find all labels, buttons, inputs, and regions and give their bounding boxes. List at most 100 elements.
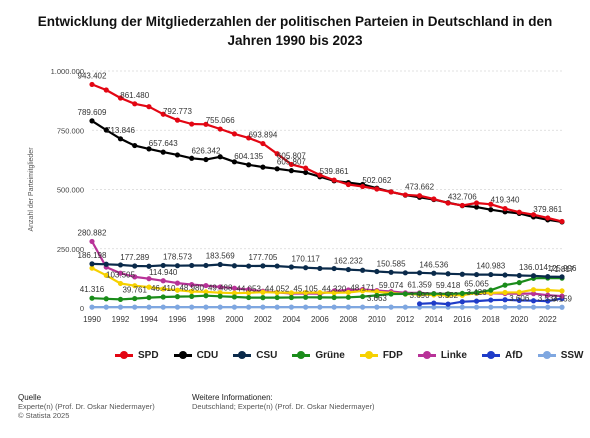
data-point-fdp	[559, 288, 565, 294]
data-point-ssw	[231, 304, 238, 310]
data-point-gruene	[103, 296, 109, 302]
data-point-afd	[445, 301, 451, 307]
data-label-csu: 178.573	[163, 253, 192, 262]
data-point-gruene	[360, 293, 366, 300]
data-point-ssw	[288, 304, 294, 310]
data-point-csu	[431, 270, 437, 276]
data-point-csu	[459, 271, 465, 277]
data-label-spd: 693.894	[248, 131, 277, 140]
legend-item-csu[interactable]: CSU	[233, 350, 277, 361]
legend-item-gruene[interactable]: Grüne	[292, 350, 345, 361]
data-point-csu	[473, 271, 480, 278]
data-point-gruene	[231, 294, 238, 300]
data-point-gruene	[402, 291, 408, 297]
data-point-cdu	[146, 146, 152, 152]
data-label-cdu: 713.846	[106, 126, 135, 135]
data-point-cdu	[89, 118, 95, 124]
data-point-ssw	[103, 304, 109, 310]
data-label-spd: 605.807	[277, 151, 306, 160]
data-point-gruene	[260, 295, 266, 301]
data-label-csu: 140.983	[476, 262, 505, 271]
data-point-gruene	[288, 294, 294, 301]
data-point-fdp	[174, 287, 181, 293]
data-point-ssw	[374, 304, 380, 310]
legend-swatch-fdp	[359, 351, 378, 360]
data-point-cdu	[203, 156, 209, 163]
data-point-ssw	[331, 304, 337, 310]
data-point-fdp	[146, 284, 152, 290]
legend-item-ssw[interactable]: SSW	[537, 350, 584, 361]
data-point-csu	[132, 263, 138, 269]
data-point-linke	[189, 282, 195, 288]
data-point-gruene	[189, 293, 195, 299]
data-point-fdp	[132, 283, 138, 289]
data-point-fdp	[516, 289, 522, 295]
data-point-afd	[488, 297, 494, 303]
data-point-gruene	[516, 280, 522, 286]
data-point-ssw	[545, 304, 551, 310]
info-heading: Weitere Informationen:	[192, 393, 273, 402]
data-point-spd	[331, 177, 337, 183]
legend-item-spd[interactable]: SPD	[115, 350, 159, 361]
data-point-csu	[146, 263, 152, 269]
legend-swatch-linke	[417, 351, 436, 360]
data-point-csu	[217, 261, 223, 268]
data-point-spd	[146, 104, 152, 110]
data-point-cdu	[231, 159, 238, 165]
footer-source: Quelle Experte(n) (Prof. Dr. Oskar Niede…	[18, 393, 155, 420]
data-point-spd	[89, 81, 95, 88]
data-point-ssw	[203, 304, 209, 310]
data-label-gruene: 61.359	[407, 280, 432, 289]
data-point-gruene	[502, 282, 508, 288]
data-label-linke: 114.940	[149, 268, 178, 277]
data-point-csu	[331, 265, 337, 272]
data-point-gruene	[117, 296, 124, 302]
legend-item-fdp[interactable]: FDP	[359, 350, 403, 361]
data-point-spd	[274, 151, 280, 157]
x-tick-label: 2002	[254, 315, 272, 324]
data-point-gruene	[445, 291, 451, 297]
data-point-spd	[530, 212, 537, 218]
legend-item-afd[interactable]: AfD	[481, 350, 523, 361]
data-point-afd	[545, 298, 551, 304]
source-expert-link[interactable]: Experte(n) (Prof. Dr. Oskar Niedermayer)	[18, 402, 155, 411]
data-label-spd: 502.062	[362, 176, 391, 185]
data-point-ssw	[388, 304, 394, 310]
legend-item-cdu[interactable]: CDU	[173, 350, 218, 361]
data-label-csu: 177.289	[120, 253, 149, 262]
data-point-afd	[431, 300, 437, 306]
legend-label-fdp: FDP	[382, 350, 403, 361]
data-point-ssw	[559, 304, 565, 310]
footer-info: Weitere Informationen: Deutschland; Expe…	[192, 393, 375, 411]
series-line-gruene	[91, 276, 563, 301]
data-point-ssw	[459, 304, 465, 310]
data-point-spd	[374, 186, 380, 192]
data-point-ssw	[345, 304, 351, 310]
y-tick-label: 0	[80, 304, 84, 313]
data-label-gruene: 45.105	[293, 284, 318, 293]
data-point-fdp	[160, 286, 166, 292]
line-chart: 0 250.000 500.000 750.000 1.000.000 1990 1992 1…	[28, 67, 577, 324]
data-point-ssw	[246, 304, 252, 310]
data-point-csu	[530, 273, 537, 279]
data-label-spd: 432.706	[448, 192, 477, 201]
data-point-ssw	[473, 304, 480, 310]
data-point-linke	[174, 280, 181, 286]
data-point-csu	[502, 272, 508, 278]
data-point-afd	[416, 301, 423, 307]
data-label-csu: 170.117	[291, 255, 320, 264]
data-point-ssw	[502, 304, 508, 310]
data-point-fdp	[274, 289, 280, 296]
data-label-cdu: 604.135	[234, 152, 263, 161]
y-tick-label: 1.000.000	[51, 67, 84, 76]
legend-item-linke[interactable]: Linke	[417, 350, 467, 361]
data-point-ssw	[117, 304, 124, 310]
x-tick-label: 2018	[482, 315, 500, 324]
x-tick-label: 1990	[83, 315, 101, 324]
data-label-gruene: 44.052	[265, 285, 290, 294]
series-line-csu	[91, 262, 563, 278]
data-label-csu: 183.569	[206, 251, 235, 260]
data-point-linke	[132, 274, 138, 280]
x-tick-label: 1992	[112, 315, 130, 324]
data-label-gruene: 65.065	[464, 280, 489, 289]
